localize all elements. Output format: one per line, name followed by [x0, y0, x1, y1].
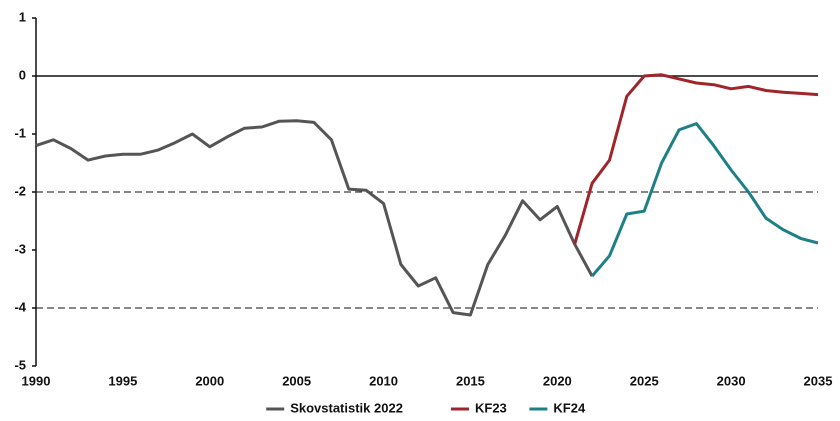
- x-tick-label: 1990: [22, 373, 51, 388]
- x-tick-label: 2020: [543, 373, 572, 388]
- legend-label: KF23: [475, 400, 507, 415]
- x-tick-label: 1995: [108, 373, 137, 388]
- x-tick-label: 2035: [804, 373, 833, 388]
- x-tick-label: 2025: [630, 373, 659, 388]
- y-tick-label: -1: [14, 125, 26, 140]
- x-tick-label: 2005: [282, 373, 311, 388]
- x-tick-label: 2030: [717, 373, 746, 388]
- x-tick-label: 2015: [456, 373, 485, 388]
- y-tick-label: -4: [14, 299, 26, 314]
- legend-label: Skovstatistik 2022: [290, 400, 403, 415]
- x-tick-label: 2000: [195, 373, 224, 388]
- x-tick-label: 2010: [369, 373, 398, 388]
- series-line: [35, 119, 594, 317]
- legend-label: KF24: [553, 400, 586, 415]
- y-tick-label: -5: [14, 357, 26, 372]
- y-tick-label: -3: [14, 241, 26, 256]
- series-line: [590, 122, 819, 278]
- series-line: [573, 73, 819, 245]
- y-tick-label: -2: [14, 183, 26, 198]
- y-tick-label: 1: [19, 9, 26, 24]
- y-tick-label: 0: [19, 67, 26, 82]
